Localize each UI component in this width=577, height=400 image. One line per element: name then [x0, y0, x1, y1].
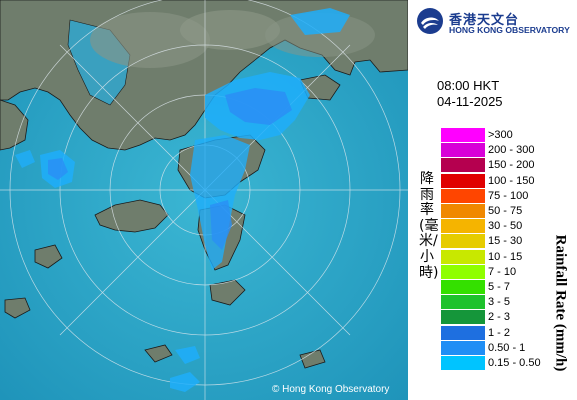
legend-label: 2 - 3 [488, 311, 511, 324]
legend-label: 1 - 2 [488, 326, 511, 339]
terrain-patch [180, 10, 280, 50]
legend-label: 7 - 10 [488, 265, 517, 278]
legend-item: 30 - 50 [441, 219, 561, 234]
date-label: 04-11-2025 [437, 94, 503, 109]
legend-label: 5 - 7 [488, 281, 511, 293]
legend-swatch [441, 188, 485, 203]
legend-label: 75 - 100 [488, 189, 529, 202]
legend-swatch [441, 310, 485, 325]
legend-swatch [441, 143, 485, 158]
legend-item: 7 - 10 [441, 264, 561, 279]
legend-label: 150 - 200 [488, 159, 535, 172]
legend-item: 2 - 3 [441, 310, 561, 325]
legend-item: 50 - 75 [441, 204, 561, 218]
terrain-patch [265, 13, 375, 57]
island [34, 244, 63, 269]
legend-item: 75 - 100 [441, 188, 561, 203]
legend-item: 1 - 2 [441, 325, 561, 340]
lantau-island [94, 199, 169, 233]
island [299, 349, 326, 369]
legend-item: 100 - 150 [441, 173, 561, 188]
legend-item: 0.50 - 1 [441, 340, 561, 355]
legend-label: 50 - 75 [488, 205, 523, 217]
legend-label: 15 - 30 [488, 235, 523, 248]
legend-item: 150 - 200 [441, 158, 561, 173]
legend-swatch [441, 158, 485, 173]
legend-swatch [441, 356, 485, 370]
island [209, 279, 246, 306]
legend-swatch [441, 173, 485, 188]
legend-swatch [441, 249, 485, 264]
legend-title-english-wrap: Rainfall Rate (mm/h) [550, 213, 570, 393]
legend-item: 3 - 5 [441, 295, 561, 310]
legend-label: 100 - 150 [488, 174, 535, 187]
legend-swatch [441, 234, 485, 249]
copyright-text: © Hong Kong Observatory [272, 384, 390, 395]
legend-label: 10 - 15 [488, 250, 523, 263]
west-land [0, 99, 29, 151]
legend-swatch [441, 295, 485, 310]
legend-swatch [441, 128, 485, 142]
legend-title-chinese: 降雨率(毫米/小時) [419, 171, 439, 281]
logo-chinese-name: 香港天文台 [449, 13, 520, 28]
legend-swatch [441, 219, 485, 234]
legend-item: 0.15 - 0.50 [441, 356, 561, 370]
legend-label: 0.15 - 0.50 [488, 357, 541, 369]
hko-logo-icon [417, 8, 443, 34]
legend-swatch [441, 204, 485, 218]
legend-label: 30 - 50 [488, 220, 523, 233]
terrain-patch [90, 12, 210, 68]
radar-image [0, 0, 408, 400]
timestamp: 08:00 HKT 04-11-2025 [437, 78, 503, 110]
island [144, 344, 173, 363]
legend-label: 200 - 300 [488, 144, 535, 157]
legend-item: 15 - 30 [441, 234, 561, 249]
legend-label: >300 [488, 129, 513, 141]
info-panel: 香港天文台 HONG KONG OBSERVATORY 08:00 HKT 04… [408, 0, 577, 400]
legend-item: >300 [441, 128, 561, 142]
legend-title-english: Rainfall Rate (mm/h) [552, 234, 569, 372]
legend-label: 3 - 5 [488, 296, 511, 309]
time-label: 08:00 HKT [437, 78, 500, 93]
hko-logo[interactable]: 香港天文台 HONG KONG OBSERVATORY [413, 4, 573, 38]
legend-swatch [441, 280, 485, 294]
legend-swatch [441, 340, 485, 355]
legend-swatch [441, 325, 485, 340]
radar-map[interactable]: © Hong Kong Observatory [0, 0, 408, 400]
legend-swatch [441, 264, 485, 279]
logo-english-name: HONG KONG OBSERVATORY [449, 25, 570, 35]
legend-item: 200 - 300 [441, 143, 561, 158]
legend-label: 0.50 - 1 [488, 341, 526, 354]
rain-echoes [15, 8, 350, 392]
legend-item: 5 - 7 [441, 280, 561, 294]
legend-item: 10 - 15 [441, 249, 561, 264]
island [4, 297, 31, 319]
